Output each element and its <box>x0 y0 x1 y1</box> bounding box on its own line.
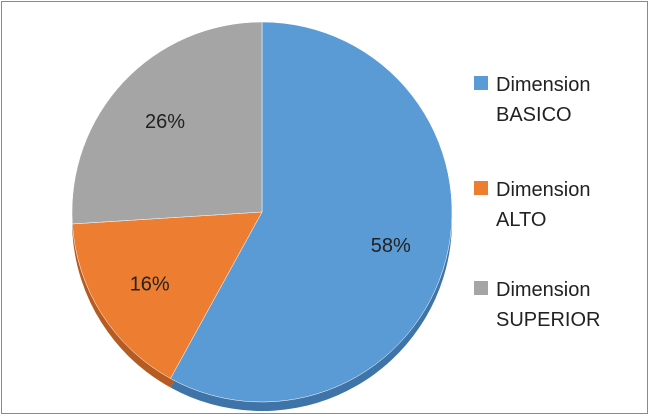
data-label-0: 58% <box>371 235 411 257</box>
legend-label-superior: Dimension SUPERIOR <box>496 279 601 331</box>
pie-slice-0 <box>170 21 453 403</box>
legend-swatch-basico <box>474 76 488 90</box>
pie-slice-1 <box>72 211 263 379</box>
legend-label-alto: Dimension ALTO <box>496 179 591 231</box>
legend-swatch-superior <box>474 281 488 295</box>
pie-group: 58% 16% 26% <box>71 21 453 411</box>
data-label-1: 16% <box>130 273 170 295</box>
legend-label-basico: Dimension BASICO <box>496 74 591 126</box>
data-label-2: 26% <box>145 111 185 133</box>
pie-slice-2 <box>71 21 263 225</box>
legend-swatch-alto <box>474 181 488 195</box>
